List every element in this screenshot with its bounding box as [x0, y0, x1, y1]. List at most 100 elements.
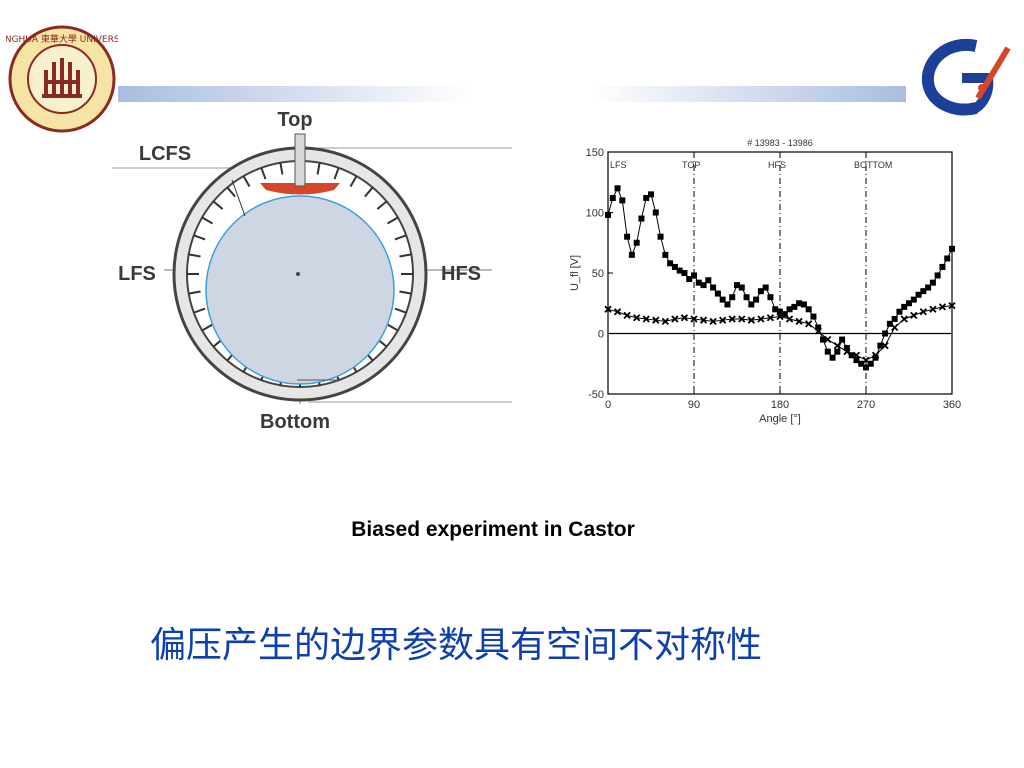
data-point-cross	[613, 308, 622, 316]
probe-tick	[333, 167, 340, 180]
data-point-square	[791, 303, 798, 310]
data-point-square	[657, 233, 664, 240]
y-tick-label: 0	[598, 329, 604, 341]
chart-title: # 13983 - 13986	[747, 138, 813, 148]
data-point-cross	[757, 315, 765, 323]
data-point-square	[762, 284, 769, 291]
data-point-square	[633, 239, 640, 246]
probe-tick	[316, 162, 321, 175]
data-point-cross	[766, 314, 775, 322]
data-point-square	[648, 191, 654, 198]
data-point-square	[700, 282, 707, 289]
data-point-cross	[938, 303, 947, 311]
data-point-cross	[642, 315, 650, 323]
data-point-square	[920, 288, 927, 295]
x-tick-label: 180	[771, 399, 789, 411]
data-point-square	[643, 194, 650, 201]
data-point-square	[834, 348, 841, 355]
data-point-square	[748, 301, 755, 308]
data-point-square	[786, 306, 793, 313]
x-tick-label: 0	[605, 399, 611, 411]
data-point-cross	[623, 311, 631, 319]
data-point-square	[676, 267, 683, 274]
data-point-square	[949, 245, 955, 252]
probe-tick	[386, 216, 399, 225]
data-point-square	[939, 263, 946, 270]
label-lfs: LFS	[118, 263, 156, 285]
data-point-square	[671, 263, 678, 270]
data-point-cross	[652, 316, 660, 324]
data-point-square	[910, 296, 917, 303]
y-tick-label: 150	[586, 147, 604, 159]
data-point-cross	[728, 315, 736, 323]
probe-tick	[399, 290, 412, 295]
data-point-square	[605, 211, 611, 218]
data-point-cross	[709, 317, 717, 326]
data-point-cross	[871, 351, 880, 359]
probe-tick	[201, 216, 214, 225]
probe-tick	[212, 200, 224, 210]
data-point-cross	[633, 314, 641, 322]
data-point-square	[753, 296, 760, 303]
probe-tick	[386, 323, 399, 332]
data-point-cross	[690, 315, 698, 323]
probe-tick	[394, 234, 407, 241]
data-point-square	[719, 296, 726, 303]
data-point-cross	[919, 308, 927, 316]
data-point-cross	[776, 312, 784, 321]
data-point-cross	[929, 305, 937, 313]
data-point-cross	[910, 311, 918, 319]
institute-logo-icon	[921, 38, 1011, 116]
x-tick-label: 270	[857, 399, 875, 411]
label-top: Top	[277, 109, 312, 131]
data-point-square	[815, 324, 822, 331]
data-point-square	[777, 308, 783, 315]
probe-tick	[226, 186, 236, 198]
probe-tick	[242, 175, 251, 188]
data-point-square	[925, 284, 932, 291]
data-point-square	[820, 336, 826, 343]
data-point-square	[853, 357, 860, 364]
slide-caption: Biased experiment in Castor	[351, 518, 635, 541]
probe-tick	[364, 186, 374, 198]
data-point-cross	[661, 317, 669, 326]
data-point-cross	[852, 351, 861, 359]
data-point-cross	[814, 327, 822, 335]
data-point-square	[652, 209, 659, 216]
data-point-square	[915, 291, 922, 298]
probe-tick	[279, 162, 284, 175]
data-point-square	[901, 303, 908, 310]
probe-tick	[394, 307, 407, 314]
data-point-square	[710, 284, 717, 291]
header-bar	[118, 86, 906, 102]
data-point-cross	[881, 341, 889, 350]
lcfs-plasma	[205, 195, 395, 385]
data-point-square	[619, 197, 626, 204]
data-point-square	[896, 308, 903, 315]
data-point-square	[724, 301, 731, 308]
logo-left-text: DONGHUA 東華大學 UNIVERSITY	[6, 33, 118, 45]
data-point-square	[944, 255, 951, 262]
data-point-cross	[719, 316, 727, 324]
y-tick-label: -50	[588, 389, 604, 401]
probe-tick	[188, 253, 201, 258]
data-point-square	[848, 352, 855, 359]
data-point-square	[877, 342, 884, 349]
x-tick-label: 90	[688, 399, 700, 411]
data-point-square	[810, 313, 817, 320]
castor-cross-section-diagram: Top LCFS LFS HFS Bottom	[112, 109, 512, 433]
data-point-square	[858, 360, 865, 367]
data-point-cross	[805, 320, 813, 328]
data-point-square	[929, 279, 936, 286]
data-point-square	[867, 360, 874, 367]
data-point-cross	[785, 315, 794, 323]
data-point-cross	[747, 316, 755, 324]
probe-tick	[193, 234, 206, 241]
data-point-cross	[843, 348, 851, 356]
data-point-square	[767, 294, 774, 301]
probe-tick	[193, 307, 206, 314]
data-point-square	[695, 279, 702, 286]
chart-annotation: LFS	[610, 160, 627, 170]
probe-tick	[399, 253, 412, 258]
